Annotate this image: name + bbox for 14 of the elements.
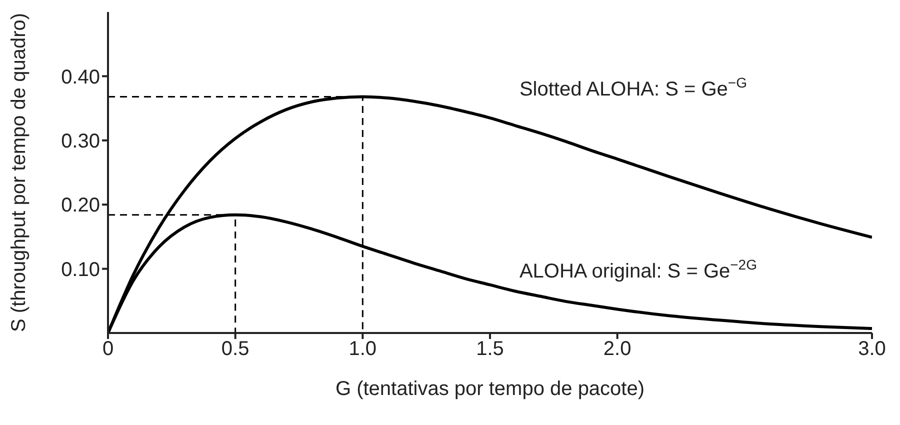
x-tick-label: 3.0 bbox=[858, 338, 886, 360]
y-axis-title: S (throughput por tempo de quadro) bbox=[8, 12, 30, 332]
x-tick-label: 2.0 bbox=[603, 338, 632, 360]
x-tick-label: 0.5 bbox=[221, 338, 250, 360]
y-tick-label: 0.20 bbox=[61, 194, 100, 217]
series-label: ALOHA original: S = Ge$^{−2G}$ bbox=[519, 256, 757, 282]
x-tick-label: 0 bbox=[102, 338, 114, 360]
y-tick-label: 0.30 bbox=[61, 130, 100, 152]
series-label: Slotted ALOHA: S = Ge$^{−G}$ bbox=[519, 74, 747, 101]
y-tick-label: 0.40 bbox=[61, 66, 100, 88]
x-tick-label: 1.5 bbox=[476, 338, 504, 360]
x-axis-title: G (tentativas por tempo de pacote) bbox=[335, 378, 645, 400]
y-tick-label: 0.10 bbox=[61, 258, 100, 281]
x-tick-label: 1.0 bbox=[348, 338, 377, 360]
